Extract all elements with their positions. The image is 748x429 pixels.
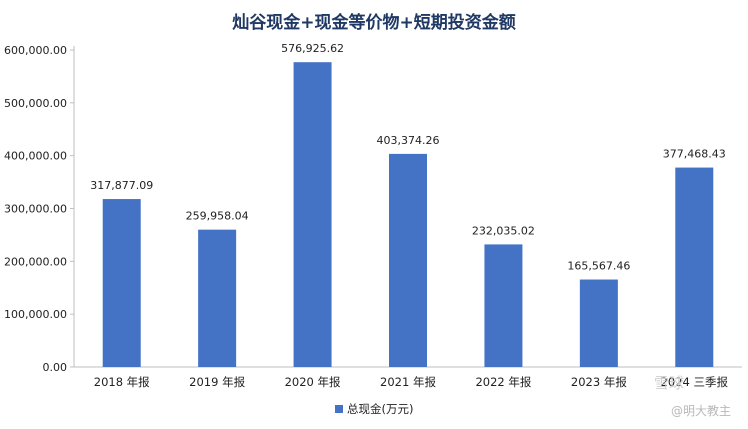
- bar: [484, 244, 523, 367]
- data-label: 317,877.09: [90, 179, 153, 192]
- data-label: 232,035.02: [472, 224, 535, 237]
- x-tick-label: 2018 年报: [94, 375, 150, 389]
- chart-title: 灿谷现金+现金等价物+短期投资金额: [232, 12, 516, 33]
- y-tick-label: 100,000.00: [4, 308, 67, 321]
- data-label: 576,925.62: [281, 42, 344, 55]
- x-tick-label: 2023 年报: [571, 375, 627, 389]
- y-tick-label: 0.00: [43, 361, 68, 374]
- data-label: 403,374.26: [377, 134, 440, 147]
- bar: [579, 279, 618, 367]
- bar: [198, 229, 237, 367]
- x-axis: 2018 年报 2019 年报 2020 年报 2021 年报 2022 年报 2023 …: [74, 366, 742, 389]
- x-tick-label: 2020 年报: [285, 375, 341, 389]
- data-label: 377,468.43: [663, 148, 726, 161]
- bar: [675, 167, 714, 367]
- legend-label: 总现金(万元): [347, 402, 413, 416]
- y-tick-label: 600,000.00: [4, 44, 67, 57]
- watermark: 雪球 @明大教主: [654, 374, 731, 418]
- bar: [389, 153, 427, 367]
- watermark-author: @明大教主: [671, 403, 731, 418]
- y-tick-label: 400,000.00: [4, 150, 67, 163]
- bar-series: 317,877.09 259,958.04 576,925.62 403,374.26…: [90, 42, 726, 367]
- y-tick-label: 300,000.00: [4, 203, 67, 216]
- legend: 总现金(万元): [335, 402, 413, 416]
- x-tick-label: 2021 年报: [380, 375, 436, 389]
- y-tick-label: 500,000.00: [4, 97, 67, 110]
- watermark-brand: 雪球: [654, 374, 684, 392]
- x-tick-label: 2024 三季报: [661, 375, 729, 389]
- data-label: 259,958.04: [186, 210, 249, 223]
- y-tick-label: 200,000.00: [4, 255, 67, 268]
- x-tick-label: 2019 年报: [189, 375, 245, 389]
- bar: [102, 199, 141, 367]
- legend-swatch: [335, 405, 343, 413]
- bar: [293, 62, 332, 367]
- y-axis: 0.00 100,000.00 200,000.00 300,000.00 400,00…: [4, 44, 75, 374]
- data-label: 165,567.46: [567, 260, 630, 273]
- x-tick-label: 2022 年报: [475, 375, 531, 389]
